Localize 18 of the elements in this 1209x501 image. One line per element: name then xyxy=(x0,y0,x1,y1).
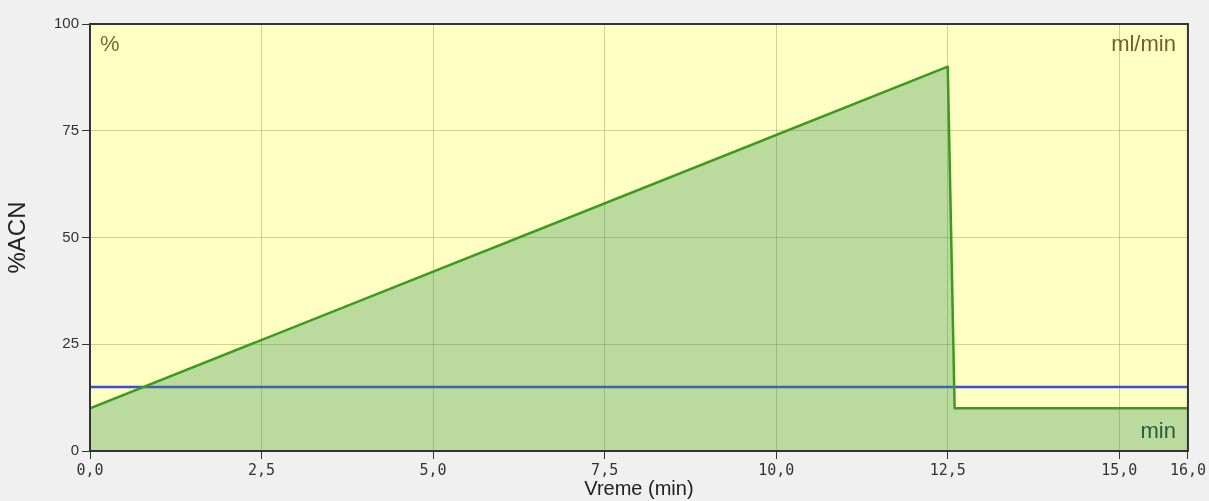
x-tick-label: 12,5 xyxy=(929,460,966,479)
x-axis-title: Vreme (min) xyxy=(584,476,694,499)
y-tick-label: 75 xyxy=(62,120,79,138)
annotation: ml/min xyxy=(1111,31,1176,57)
y-tick-label: 0 xyxy=(70,441,79,459)
y-tick-label: 50 xyxy=(62,227,79,245)
x-tick-label: 16,0 xyxy=(1169,460,1206,479)
y-tick-label: 25 xyxy=(62,334,79,352)
x-tick-label: 7,5 xyxy=(591,460,619,479)
x-tick-label: 10,0 xyxy=(758,460,795,479)
y-axis-title: %ACN xyxy=(3,201,31,274)
x-tick-label: 5,0 xyxy=(419,460,447,479)
annotation: min xyxy=(1140,418,1176,444)
x-tick-label: 2,5 xyxy=(248,460,276,479)
x-tick-label: 0,0 xyxy=(76,460,104,479)
y-tick-label: 100 xyxy=(53,14,79,32)
x-tick-label: 15,0 xyxy=(1101,460,1138,479)
annotation: % xyxy=(100,31,120,57)
